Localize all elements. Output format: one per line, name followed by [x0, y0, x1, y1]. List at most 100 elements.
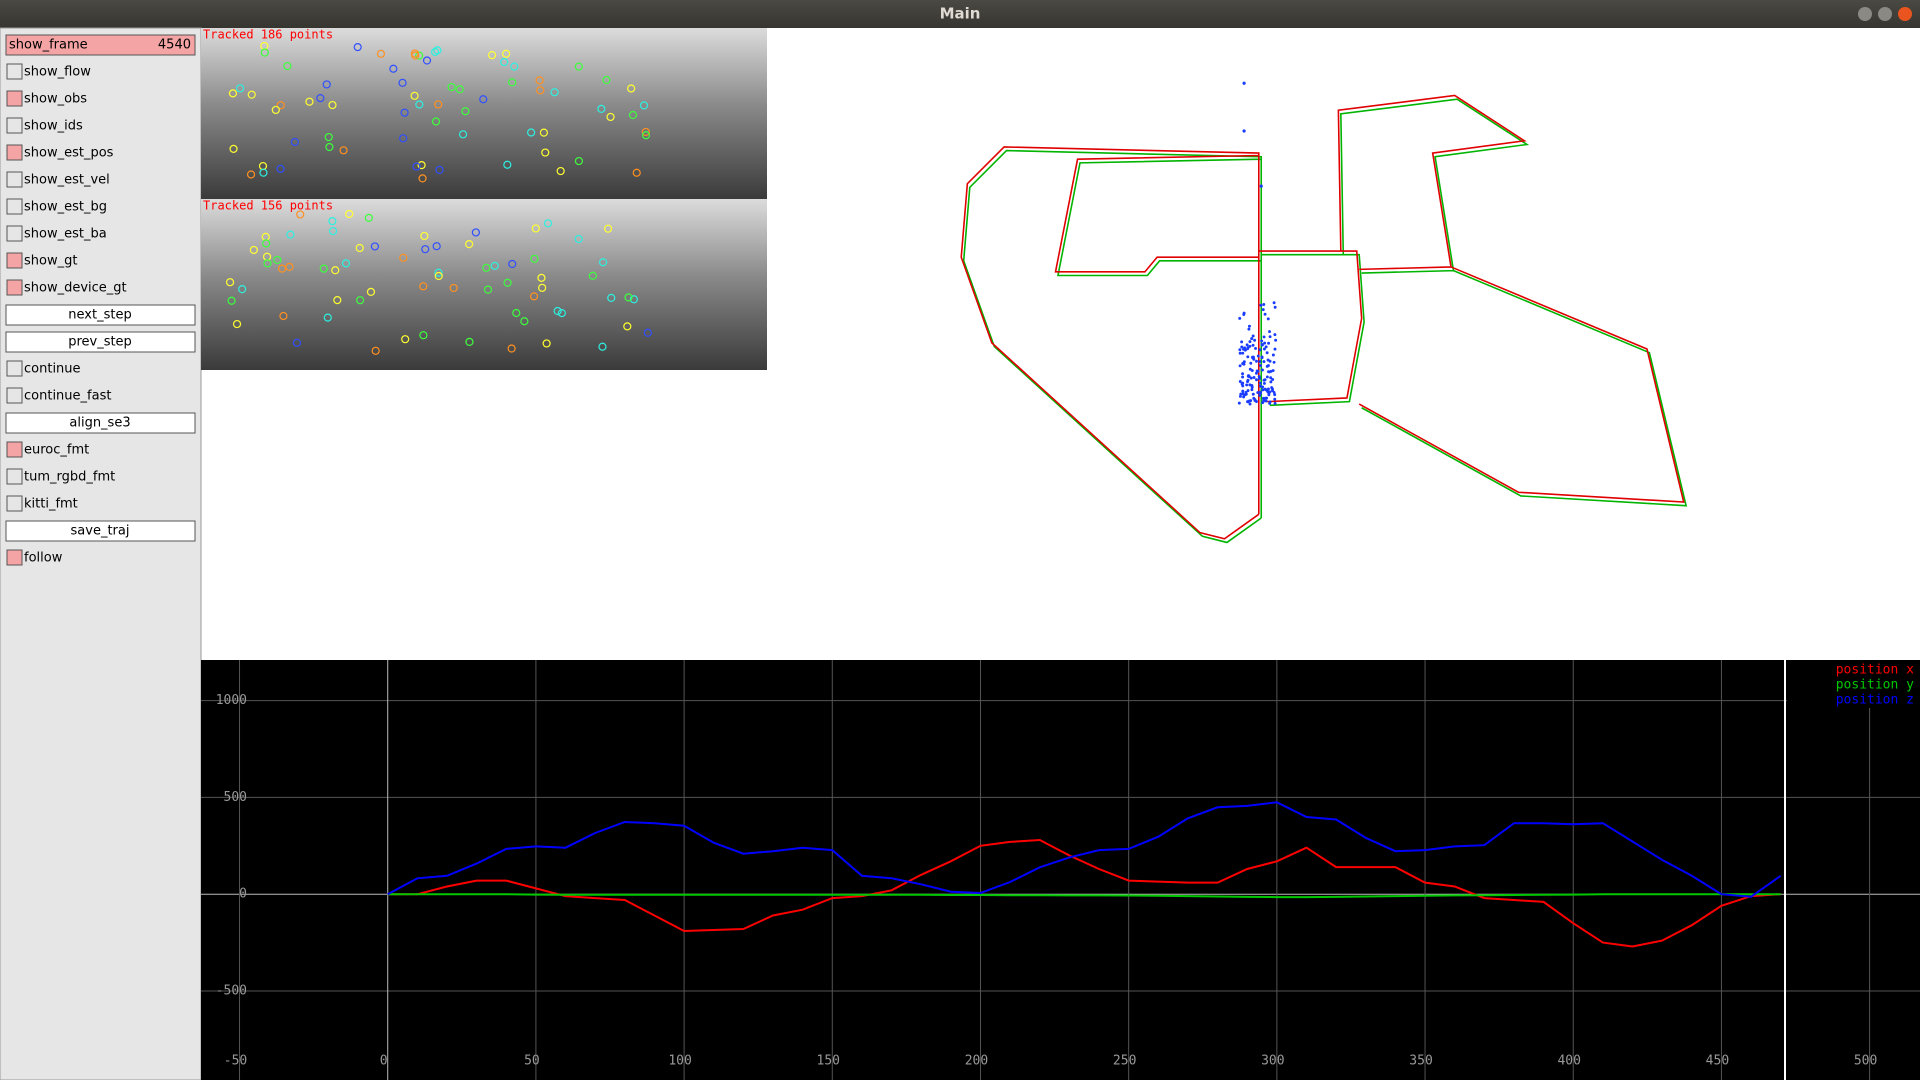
- feature: [328, 217, 337, 226]
- feature: [353, 43, 362, 52]
- landmark: [1247, 327, 1251, 331]
- button[interactable]: [5, 304, 196, 326]
- window-title: Main: [940, 5, 981, 23]
- checkbox-label: euroc_fmt: [24, 443, 89, 458]
- maximize-button[interactable]: [1878, 7, 1892, 21]
- feature: [328, 100, 337, 110]
- landmark: [1237, 401, 1241, 405]
- feature: [597, 104, 606, 113]
- feature: [422, 56, 432, 65]
- feature: [557, 308, 566, 318]
- feature: [225, 278, 235, 287]
- landmark: [1259, 184, 1263, 188]
- landmark: [1258, 348, 1262, 352]
- series-line: [387, 801, 1782, 898]
- button[interactable]: [5, 520, 196, 542]
- landmark: [1270, 386, 1274, 390]
- landmark: [1262, 378, 1266, 382]
- x-tick-label: 300: [1261, 1054, 1284, 1069]
- feature: [537, 273, 546, 282]
- button-label: next_step: [68, 308, 131, 323]
- landmark: [1273, 305, 1277, 309]
- checkbox[interactable]: [6, 468, 23, 485]
- landmark: [1271, 369, 1275, 373]
- feature: [431, 117, 441, 126]
- x-tick-label: 400: [1557, 1054, 1580, 1069]
- button[interactable]: [5, 331, 196, 353]
- landmark: [1251, 392, 1255, 396]
- feature: [527, 128, 536, 137]
- feature: [603, 224, 613, 233]
- checkbox[interactable]: [6, 549, 23, 566]
- checkbox[interactable]: [6, 63, 23, 80]
- feature: [273, 255, 282, 265]
- landmark: [1255, 378, 1258, 382]
- feature: [355, 243, 364, 253]
- landmark: [1273, 397, 1277, 401]
- landmark: [1273, 347, 1277, 351]
- x-tick-label: 100: [668, 1054, 691, 1069]
- landmark: [1259, 303, 1263, 307]
- feature: [339, 146, 348, 155]
- feature: [447, 82, 456, 92]
- checkbox[interactable]: [6, 144, 23, 161]
- feature: [412, 162, 421, 171]
- landmark: [1262, 335, 1266, 339]
- feature: [419, 331, 428, 340]
- landmark: [1241, 392, 1245, 396]
- checkbox[interactable]: [6, 252, 23, 269]
- checkbox[interactable]: [6, 360, 23, 377]
- close-button[interactable]: [1898, 7, 1912, 21]
- checkbox[interactable]: [6, 117, 23, 134]
- feature: [262, 239, 271, 248]
- landmark: [1254, 346, 1258, 350]
- trajectory-view: [960, 81, 1688, 544]
- landmark: [1247, 399, 1251, 403]
- camera-views: Tracked 186 points Tracked 156 points: [201, 28, 767, 370]
- checkbox[interactable]: [6, 225, 23, 242]
- feature: [430, 47, 440, 57]
- feature: [483, 285, 493, 294]
- feature: [276, 164, 285, 173]
- feature: [356, 296, 365, 305]
- feature: [508, 259, 517, 269]
- title-bar: [0, 0, 1920, 28]
- checkbox[interactable]: [6, 279, 23, 296]
- landmark: [1272, 360, 1276, 364]
- checkbox[interactable]: [6, 198, 23, 215]
- feature: [479, 95, 488, 104]
- landmark: [1245, 343, 1249, 347]
- minimize-button[interactable]: [1858, 7, 1872, 21]
- x-tick-label: 450: [1706, 1054, 1729, 1069]
- landmark: [1262, 347, 1266, 351]
- landmark: [1238, 364, 1242, 368]
- feature: [263, 259, 272, 268]
- feature: [410, 49, 420, 58]
- y-tick-label: 0: [239, 887, 247, 902]
- button[interactable]: [5, 412, 196, 434]
- checkbox[interactable]: [6, 387, 23, 404]
- feature: [305, 97, 314, 106]
- feature: [598, 342, 607, 351]
- checkbox[interactable]: [6, 441, 23, 458]
- feature: [520, 317, 529, 326]
- checkbox[interactable]: [6, 171, 23, 188]
- camera-image: [201, 199, 767, 370]
- feature: [607, 293, 616, 302]
- feature: [512, 308, 521, 318]
- feature: [260, 48, 269, 57]
- landmark: [1258, 390, 1262, 394]
- landmark: [1248, 383, 1252, 387]
- checkbox[interactable]: [6, 495, 23, 512]
- landmark: [1241, 362, 1245, 366]
- feature: [316, 93, 325, 103]
- feature: [536, 86, 545, 95]
- slider[interactable]: [5, 34, 196, 56]
- x-tick-label: 250: [1113, 1054, 1136, 1069]
- feature: [531, 224, 540, 233]
- feature: [556, 166, 565, 176]
- checkbox[interactable]: [6, 90, 23, 107]
